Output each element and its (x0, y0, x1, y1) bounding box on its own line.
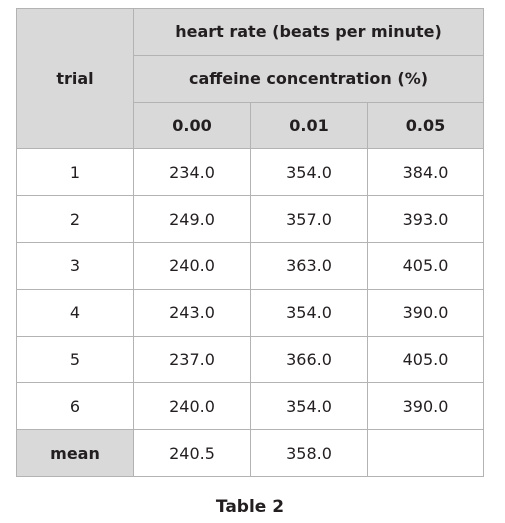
value-cell: 384.0 (366, 148, 485, 197)
value-cell: 234.0 (133, 148, 251, 197)
table-row: 2 249.0 357.0 393.0 (16, 195, 485, 243)
header-row-2: caffeine concentration (%) (17, 54, 485, 103)
header-row-3: 0.00 0.01 0.05 (17, 101, 485, 150)
concentration-header-1: 0.01 (250, 101, 368, 150)
value-cell: 363.0 (250, 241, 368, 290)
value-cell: 405.0 (366, 241, 485, 290)
table-row: 1 234.0 354.0 384.0 (16, 148, 485, 197)
value-cell: 240.0 (133, 382, 251, 431)
heart-rate-header: heart rate (beats per minute) (132, 8, 485, 56)
value-cell: 390.0 (366, 382, 485, 431)
value-cell: 240.0 (133, 241, 251, 290)
value-cell: 357.0 (250, 195, 368, 243)
concentration-header-2: 0.05 (366, 101, 485, 150)
trial-cell: 6 (16, 382, 134, 431)
trial-cell: 4 (16, 288, 134, 337)
caffeine-concentration-header: caffeine concentration (%) (132, 54, 485, 103)
table-row: 4 243.0 354.0 390.0 (16, 288, 485, 337)
trial-cell: 3 (16, 241, 134, 290)
mean-value-cell: 358.0 (250, 429, 368, 477)
value-cell: 390.0 (366, 288, 485, 337)
mean-value-cell: 240.5 (133, 429, 251, 477)
table-row: 6 240.0 354.0 390.0 (16, 382, 485, 431)
value-cell: 249.0 (133, 195, 251, 243)
trial-cell: 5 (16, 335, 134, 384)
trial-header: trial (16, 7, 134, 150)
table-row: 3 240.0 363.0 405.0 (16, 241, 485, 290)
value-cell: 243.0 (133, 288, 251, 337)
table-caption: Table 2 (215, 497, 285, 517)
table-row: 5 237.0 366.0 405.0 (16, 335, 485, 384)
value-cell: 354.0 (250, 148, 368, 197)
mean-row: mean 240.5 358.0 (16, 429, 485, 477)
heart-rate-table: trial heart rate (beats per minute) caff… (16, 7, 485, 477)
mean-value-cell-empty (366, 429, 485, 477)
value-cell: 354.0 (250, 288, 368, 337)
trial-cell: 2 (16, 195, 134, 243)
value-cell: 393.0 (366, 195, 485, 243)
trial-cell: 1 (16, 148, 134, 197)
value-cell: 405.0 (366, 335, 485, 384)
concentration-header-0: 0.00 (133, 101, 251, 150)
value-cell: 354.0 (250, 382, 368, 431)
mean-label: mean (16, 429, 134, 477)
header-row-1: trial heart rate (beats per minute) (16, 7, 485, 150)
value-cell: 237.0 (133, 335, 251, 384)
value-cell: 366.0 (250, 335, 368, 384)
